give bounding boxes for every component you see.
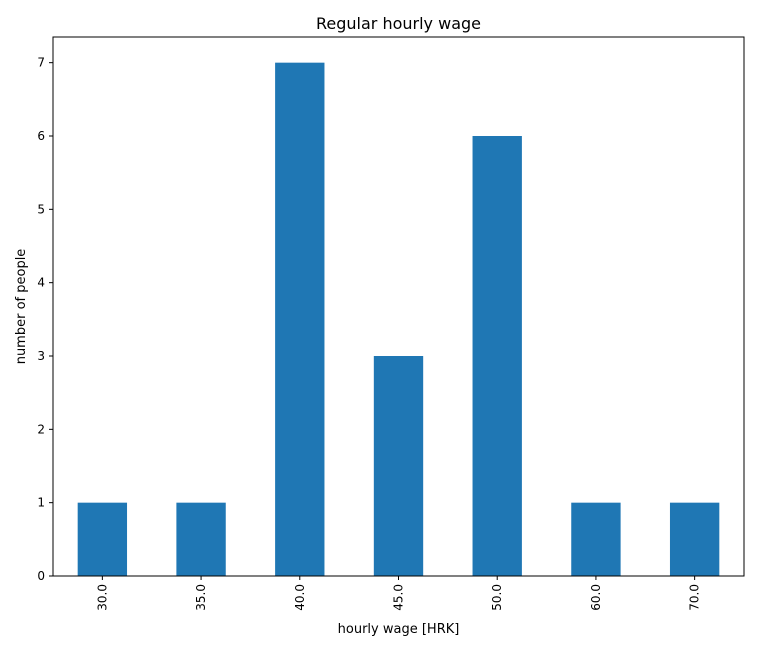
bar-35.0: [176, 502, 226, 576]
y-tick-label: 7: [37, 56, 45, 70]
bar-45.0: [373, 356, 424, 576]
y-axis-label: number of people: [14, 249, 29, 365]
bar-60.0: [571, 502, 621, 576]
bar-40.0: [275, 62, 325, 576]
y-tick-label: 6: [37, 129, 45, 143]
bars: [77, 62, 720, 576]
x-axis: 30.0 35.0 40.0 45.0 50.0 60.0 70.0: [95, 576, 702, 611]
y-axis: 0 1 2 3 4 5 6 7: [37, 56, 53, 583]
y-tick-label: 0: [37, 569, 45, 583]
x-tick-label: 45.0: [392, 584, 406, 611]
x-tick-label: 30.0: [95, 584, 109, 611]
chart-title: Regular hourly wage: [316, 14, 481, 33]
x-tick-label: 70.0: [688, 584, 702, 611]
y-tick-label: 5: [37, 202, 45, 216]
y-tick-label: 4: [37, 276, 45, 290]
bar-70.0: [669, 502, 720, 576]
y-tick-label: 1: [37, 496, 45, 510]
x-tick-label: 40.0: [293, 584, 307, 611]
bar-30.0: [77, 502, 128, 576]
x-tick-label: 60.0: [589, 584, 603, 611]
x-axis-label: hourly wage [HRK]: [338, 622, 460, 637]
y-tick-label: 3: [37, 349, 45, 363]
bar-50.0: [472, 136, 522, 576]
x-tick-label: 35.0: [194, 584, 208, 611]
x-tick-label: 50.0: [490, 584, 504, 611]
y-tick-label: 2: [37, 422, 45, 436]
